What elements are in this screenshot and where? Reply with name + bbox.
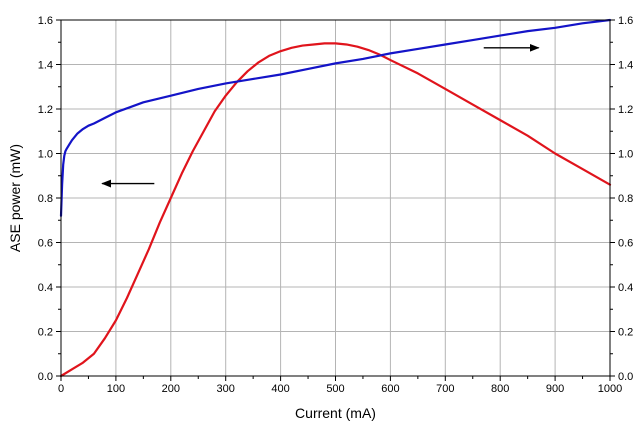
x-tick-label: 500 <box>326 383 344 395</box>
y-tick-label: 0.6 <box>38 238 53 250</box>
x-axis-title: Current (mA) <box>295 405 376 421</box>
y-tick-label: 1.0 <box>38 149 53 161</box>
ticks <box>56 19 615 381</box>
y2-tick-label: 0.6 <box>618 238 633 250</box>
y2-tick-label: 1.2 <box>618 104 633 116</box>
x-tick-label: 800 <box>491 383 509 395</box>
y-tick-label: 0.8 <box>38 193 53 205</box>
x-tick-label: 900 <box>546 383 564 395</box>
series-line-left-axis <box>59 42 612 378</box>
arrow-layer <box>101 43 540 188</box>
y-tick-label: 1.4 <box>38 60 53 72</box>
y-tick-label: 1.6 <box>38 15 53 27</box>
y2-tick-label: 1.0 <box>618 149 633 161</box>
y2-tick-label: 1.6 <box>618 15 633 27</box>
series-line-right-axis <box>59 18 612 217</box>
y2-tick-label: 0.2 <box>618 327 633 339</box>
y2-tick-label: 1.4 <box>618 60 633 72</box>
series-layer <box>59 18 612 378</box>
x-tick-label: 600 <box>381 383 399 395</box>
x-tick-label: 700 <box>436 383 454 395</box>
y2-tick-label: 0.8 <box>618 193 633 205</box>
x-tick-label: 400 <box>271 383 289 395</box>
x-tick-label: 0 <box>58 383 64 395</box>
y-axis-title: ASE power (mW) <box>7 144 23 252</box>
x-tick-label: 300 <box>217 383 235 395</box>
y2-tick-label: 0.4 <box>618 282 633 294</box>
y-tick-label: 1.2 <box>38 104 53 116</box>
x-tick-label: 200 <box>162 383 180 395</box>
y2-tick-label: 0.0 <box>618 371 633 383</box>
x-tick-label: 100 <box>107 383 125 395</box>
x-tick-label: 1000 <box>598 383 622 395</box>
y-tick-label: 0.2 <box>38 327 53 339</box>
y-tick-label: 0.0 <box>38 371 53 383</box>
y-tick-label: 0.4 <box>38 282 53 294</box>
